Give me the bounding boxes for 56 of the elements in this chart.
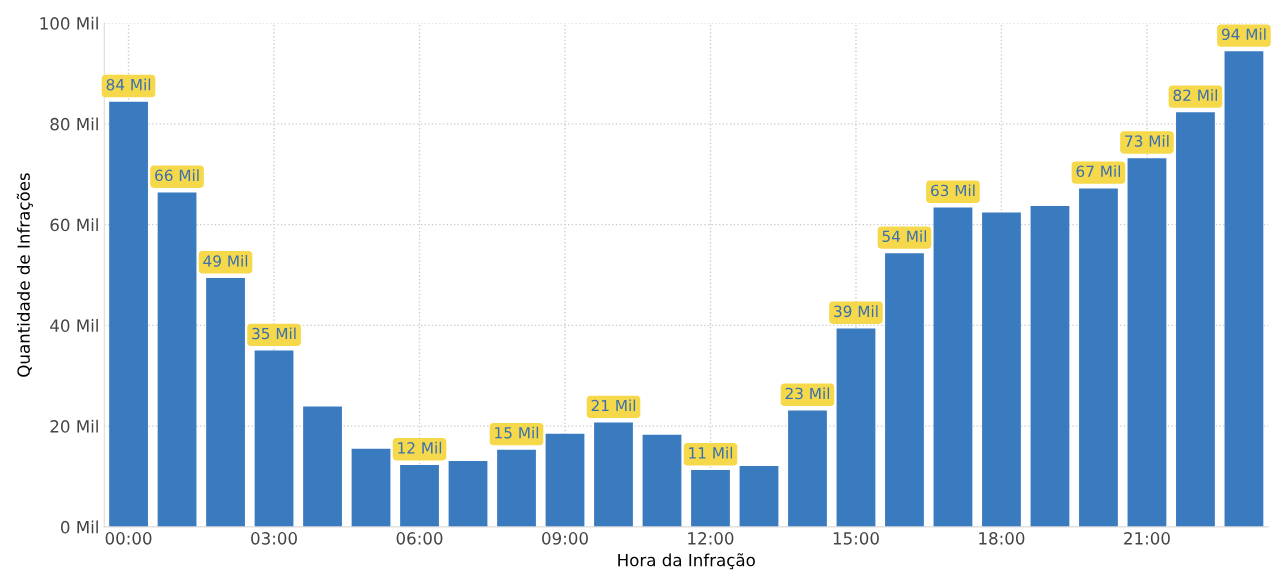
bar: [642, 434, 682, 527]
x-axis-title: Hora da Infração: [618, 553, 755, 570]
data-label: 73 Mil: [1125, 135, 1169, 147]
bar: [545, 433, 585, 527]
bar: [885, 253, 924, 527]
data-label: 35 Mil: [252, 327, 296, 340]
bar: [400, 464, 439, 527]
bar: [1079, 188, 1118, 527]
y-tick-label: 0 Mil: [61, 520, 98, 534]
x-tick-label: 12:00: [688, 532, 734, 545]
y-tick-label: 20 Mil: [50, 419, 98, 433]
bar: [351, 448, 391, 527]
bar: [594, 422, 633, 527]
y-tick-label: 40 Mil: [50, 319, 98, 332]
x-tick-label: 21:00: [1124, 532, 1170, 545]
data-label: 11 Mil: [689, 446, 733, 459]
data-label: 15 Mil: [495, 426, 539, 439]
bar: [109, 101, 148, 527]
y-tick-label: 60 Mil: [50, 218, 98, 232]
data-label: 94 Mil: [1221, 28, 1266, 41]
data-label: 21 Mil: [591, 399, 636, 412]
y-tick-label: 100 Mil: [40, 16, 98, 30]
data-label: 23 Mil: [785, 387, 830, 400]
bar: [206, 278, 245, 527]
y-axis-title: Quantidade de Infrações: [16, 173, 33, 377]
bar: [157, 192, 197, 527]
bar: [1224, 51, 1264, 527]
bar: [1127, 158, 1167, 527]
bar: [982, 212, 1021, 527]
bar: [691, 469, 730, 527]
bar: [448, 460, 488, 527]
bar: [933, 207, 973, 527]
x-tick-label: 15:00: [833, 532, 879, 545]
bar: [254, 350, 294, 527]
bar: [303, 406, 342, 527]
data-label: 49 Mil: [203, 254, 248, 267]
x-tick-label: 06:00: [396, 532, 443, 545]
y-tick-label: 80 Mil: [50, 117, 98, 131]
data-label: 66 Mil: [155, 169, 199, 182]
bar: [836, 328, 876, 527]
bar: [739, 465, 779, 527]
bar: [788, 410, 827, 527]
data-label: 67 Mil: [1076, 165, 1120, 178]
x-tick-label: 18:00: [979, 532, 1025, 545]
x-tick-label: 03:00: [251, 532, 297, 545]
bar: [1030, 206, 1070, 527]
bar: [1176, 112, 1215, 527]
data-label: 54 Mil: [882, 230, 927, 243]
data-label: 82 Mil: [1173, 89, 1217, 102]
data-label: 63 Mil: [931, 184, 975, 197]
bar: [497, 449, 536, 527]
x-tick-label: 00:00: [105, 532, 152, 545]
data-label: 39 Mil: [834, 305, 878, 318]
data-label: 12 Mil: [398, 441, 442, 454]
x-tick-label: 09:00: [542, 532, 588, 545]
data-label: 84 Mil: [106, 78, 151, 91]
